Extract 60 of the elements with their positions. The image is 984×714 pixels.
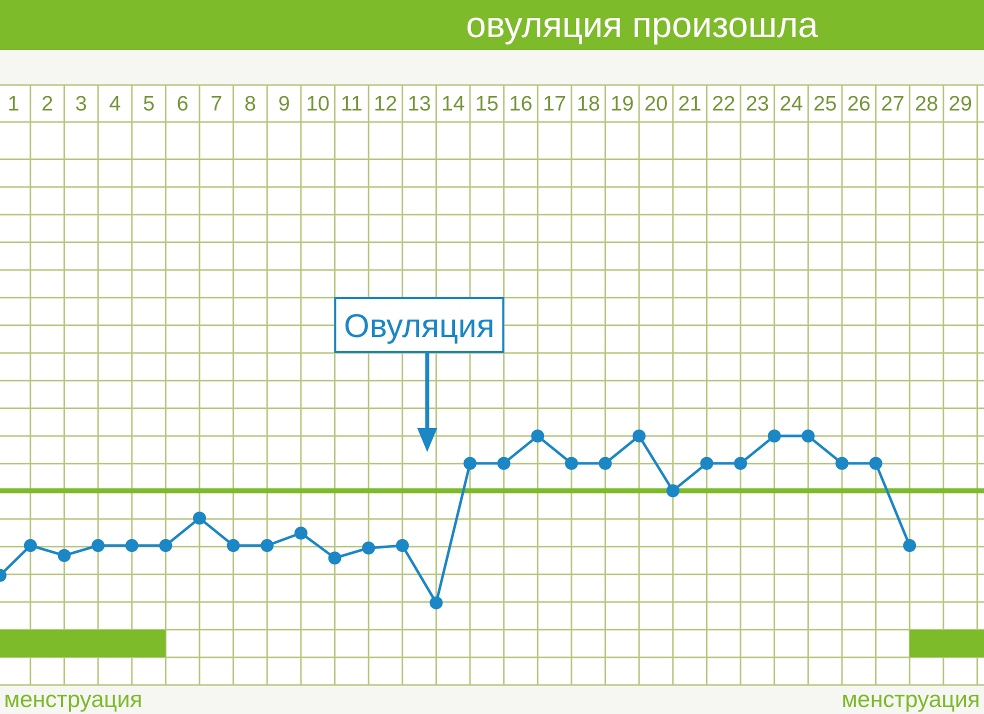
point bbox=[125, 539, 138, 552]
point bbox=[193, 512, 206, 525]
point bbox=[734, 456, 748, 470]
x-tick-label: 3 bbox=[75, 92, 87, 116]
point bbox=[802, 429, 815, 442]
point bbox=[92, 539, 105, 552]
point bbox=[835, 456, 848, 470]
point bbox=[531, 429, 544, 442]
point bbox=[632, 429, 646, 442]
point bbox=[260, 539, 274, 552]
x-tick-label: 7 bbox=[210, 92, 222, 116]
x-tick-label: 28 bbox=[914, 92, 938, 116]
x-tick-label: 8 bbox=[244, 92, 256, 116]
x-tick-label: 15 bbox=[475, 92, 499, 116]
x-tick-label: 23 bbox=[746, 92, 770, 116]
x-tick-label: 5 bbox=[142, 92, 155, 116]
point bbox=[464, 456, 477, 470]
band-label: менструация bbox=[4, 686, 142, 712]
x-tick-label: 21 bbox=[678, 92, 702, 116]
point bbox=[598, 456, 612, 470]
x-tick-label: 24 bbox=[780, 92, 804, 116]
point bbox=[869, 456, 882, 470]
point bbox=[226, 539, 240, 552]
text: Овуляция bbox=[344, 307, 495, 344]
x-tick-label: 26 bbox=[847, 92, 871, 116]
point bbox=[497, 456, 510, 470]
x-tick-label: 13 bbox=[408, 92, 431, 116]
point bbox=[24, 539, 37, 552]
x-tick-label: 18 bbox=[576, 92, 600, 116]
point bbox=[903, 539, 916, 552]
point bbox=[159, 539, 172, 552]
point bbox=[294, 526, 308, 540]
point bbox=[700, 456, 714, 470]
x-tick-label: 14 bbox=[441, 92, 466, 116]
x-tick-label: 4 bbox=[109, 92, 122, 116]
x-tick-label: 22 bbox=[712, 92, 736, 116]
point bbox=[362, 542, 376, 555]
x-tick-label: 19 bbox=[610, 92, 634, 116]
x-tick-label: 20 bbox=[644, 92, 668, 116]
point bbox=[58, 549, 71, 562]
point bbox=[768, 429, 781, 442]
point bbox=[666, 484, 680, 498]
x-tick-label: 16 bbox=[509, 92, 532, 116]
x-tick-label: 11 bbox=[340, 92, 363, 116]
x-tick-label: 27 bbox=[881, 92, 904, 116]
band-label: менструация bbox=[842, 686, 980, 712]
point bbox=[564, 456, 578, 470]
x-tick-label: 12 bbox=[374, 92, 398, 116]
x-tick-label: 17 bbox=[542, 92, 566, 116]
x-tick-label: 10 bbox=[306, 92, 330, 116]
x-tick-label: 29 bbox=[948, 92, 972, 116]
x-tick-label: 9 bbox=[278, 92, 290, 116]
point bbox=[430, 596, 443, 610]
chart-title: овуляция произошла bbox=[466, 4, 819, 45]
point bbox=[328, 551, 342, 564]
x-tick-label: 1 bbox=[8, 92, 20, 116]
x-tick-label: 25 bbox=[813, 92, 837, 116]
point bbox=[396, 539, 409, 552]
x-tick-label: 6 bbox=[176, 92, 188, 116]
x-tick-label: 2 bbox=[41, 92, 54, 116]
